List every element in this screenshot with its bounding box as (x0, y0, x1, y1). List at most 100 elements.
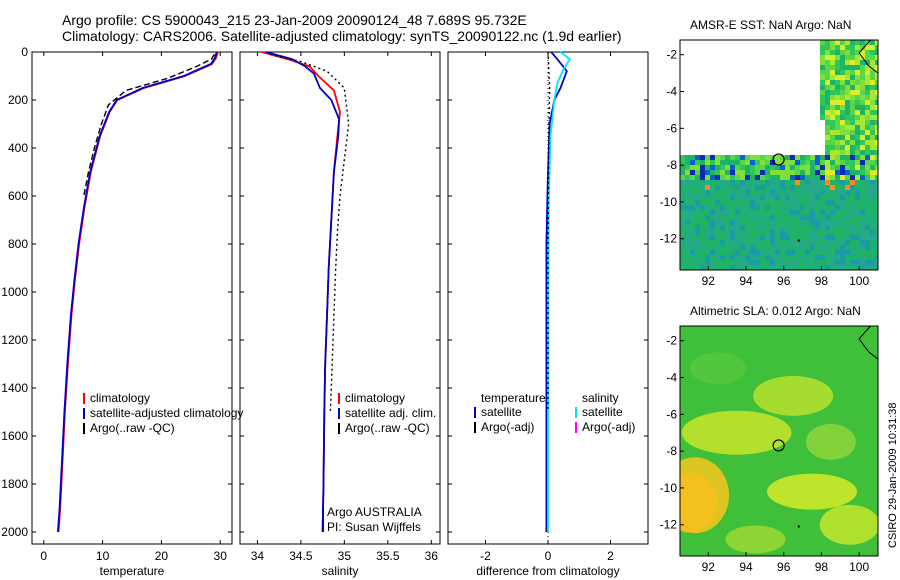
sst_map-cell (825, 65, 830, 70)
sst_map-cell (820, 200, 825, 205)
sst_map-cell (865, 195, 870, 200)
sst_map-cell (730, 265, 735, 270)
sst_map-cell (720, 205, 725, 210)
sst_map-cell (725, 220, 730, 225)
sst_map-cell (850, 125, 855, 130)
sst_map-cell (770, 210, 775, 215)
sst_map-cell (740, 230, 745, 235)
sst_map-cell (705, 155, 710, 160)
sst_map-cell (705, 255, 710, 260)
sst_map-cell (695, 210, 700, 215)
sst_map-cell (720, 255, 725, 260)
sst_map-cell (755, 215, 760, 220)
sst_map-cell (855, 140, 860, 145)
sst_map-cell (825, 110, 830, 115)
sst_map-cell (800, 195, 805, 200)
sst_map-cell (865, 105, 870, 110)
sst_map-cell (690, 220, 695, 225)
sst_map-cell (815, 170, 820, 175)
sst_map-cell (860, 200, 865, 205)
sst_map-cell (705, 170, 710, 175)
sst_map-cell (770, 175, 775, 180)
sst_map-cell (695, 155, 700, 160)
sst_map-cell (730, 240, 735, 245)
sst_map-cell (825, 235, 830, 240)
sst_map-cell (860, 105, 865, 110)
sst_map-cell (875, 165, 878, 170)
sst_map-cell (830, 60, 835, 65)
sst_map-cell (775, 190, 780, 195)
sst_map-cell (765, 165, 770, 170)
sst_map-cell (835, 225, 840, 230)
sst_map-cell (735, 260, 740, 265)
sst_map-cell (755, 170, 760, 175)
sst_map-cell (805, 230, 810, 235)
sst_map-cell (725, 255, 730, 260)
sst_map-cell (850, 255, 855, 260)
sst_map-cell (710, 180, 715, 185)
sst_map-cell (740, 250, 745, 255)
sst_map-cell (810, 210, 815, 215)
sst_map-cell (815, 155, 820, 160)
sst_map-cell (830, 185, 835, 190)
sst_map-cell (725, 175, 730, 180)
sst_map-cell (835, 90, 840, 95)
sst_map-cell (725, 160, 730, 165)
sst_map-cell (770, 190, 775, 195)
sst_map-cell (755, 210, 760, 215)
sst_map-cell (860, 130, 865, 135)
sst_map-cell (835, 85, 840, 90)
sst_map-cell (870, 210, 875, 215)
sst_map-cell (865, 245, 870, 250)
sst_map-cell (755, 265, 760, 270)
sst_map-cell (745, 165, 750, 170)
sst_map-cell (800, 260, 805, 265)
sst_map-cell (720, 190, 725, 195)
sst_map-cell (835, 195, 840, 200)
sst_map-cell (825, 140, 830, 145)
sst_map-cell (800, 190, 805, 195)
sst_map-cell (845, 135, 850, 140)
sst_map-cell (730, 260, 735, 265)
sst_map-cell (840, 170, 845, 175)
sst_map-cell (680, 240, 685, 245)
sst_map-cell (820, 205, 825, 210)
sst_map-cell (815, 195, 820, 200)
sst_map-cell (865, 135, 870, 140)
sst_map-cell (855, 65, 860, 70)
sst_map-cell (850, 135, 855, 140)
sst_map-cell (770, 200, 775, 205)
sst_map-cell (800, 265, 805, 270)
sst_map-cell (805, 175, 810, 180)
sst_map-cell (850, 185, 855, 190)
sst_map-cell (855, 185, 860, 190)
sst_map-cell (715, 225, 720, 230)
sla_map-xtick-label: 92 (702, 560, 716, 574)
sst_map-cell (850, 105, 855, 110)
sst_map-cell (875, 85, 878, 90)
sst_map-cell (680, 255, 685, 260)
sst_map-cell (695, 205, 700, 210)
sst_map-cell (770, 240, 775, 245)
sst_map-cell (765, 175, 770, 180)
sst_map-cell (850, 85, 855, 90)
sst_map-cell (755, 220, 760, 225)
sst_map-cell (870, 195, 875, 200)
sst_map-cell (680, 180, 685, 185)
sst_map-cell (750, 165, 755, 170)
sst_map-cell (825, 260, 830, 265)
sst_map-cell (700, 265, 705, 270)
salinity-xtick-label: 34 (251, 549, 265, 563)
sst_map-cell (750, 155, 755, 160)
sst_map-cell (850, 250, 855, 255)
difference-series-1 (547, 51, 572, 532)
sst_map-cell (855, 40, 860, 45)
sst_map-cell (870, 45, 875, 50)
sla_map-blob-8 (689, 352, 746, 385)
sst_map-cell (845, 120, 850, 125)
sst_map-cell (815, 235, 820, 240)
temperature-xtick-label: 30 (214, 549, 228, 563)
sst_map-cell (865, 65, 870, 70)
sst_map-cell (820, 235, 825, 240)
sst_map-cell (835, 125, 840, 130)
